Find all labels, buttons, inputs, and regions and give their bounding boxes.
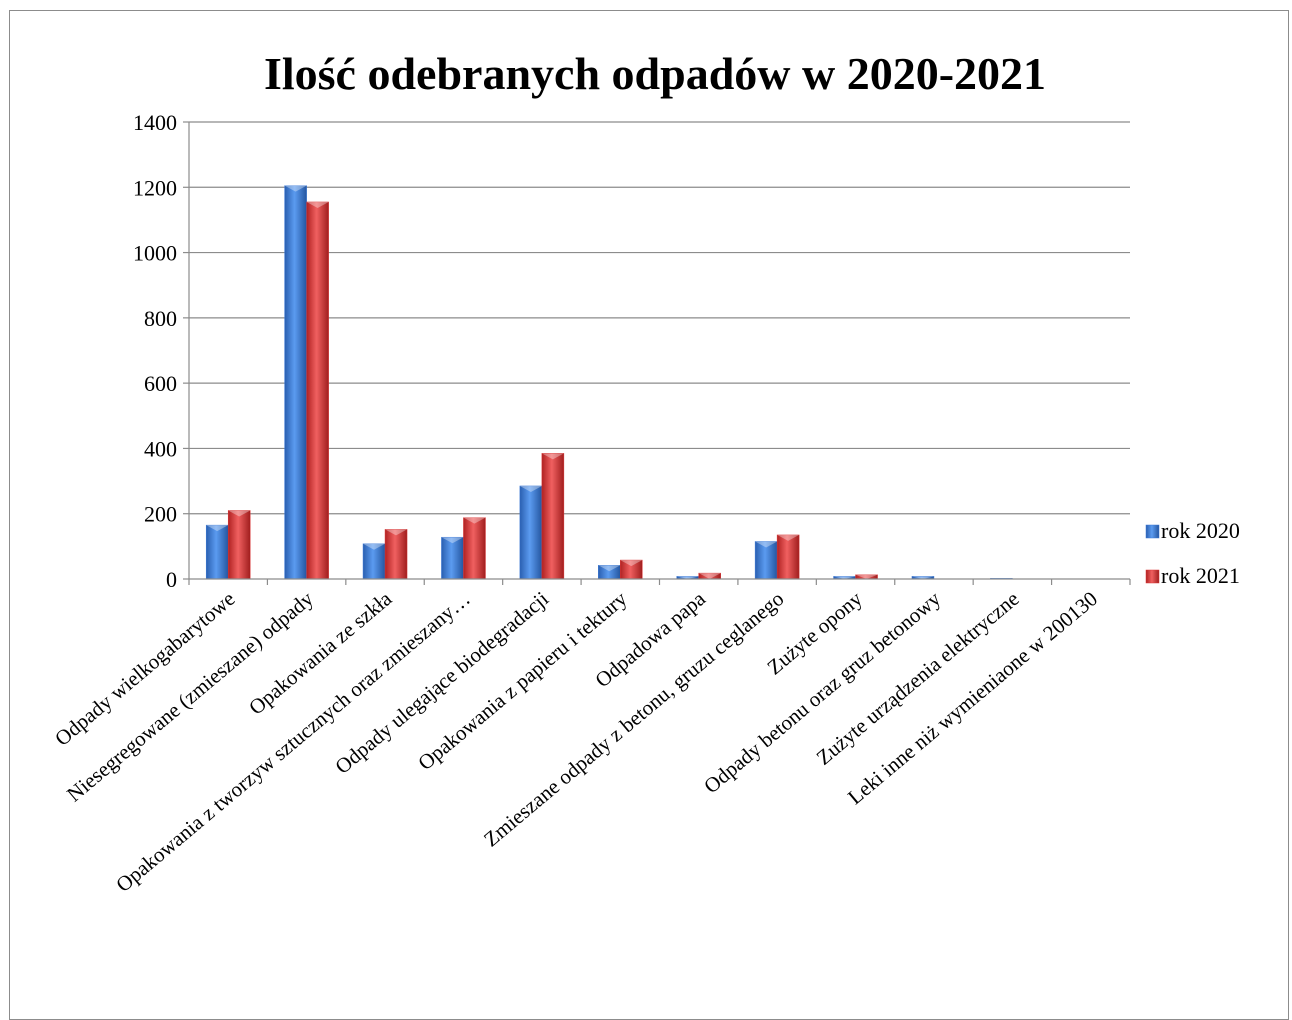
bar-highlight	[833, 576, 856, 579]
bar-highlight	[228, 510, 251, 517]
bar-2020	[519, 485, 543, 580]
legend-label: rok 2020	[1161, 518, 1240, 543]
bar-highlight	[676, 576, 699, 579]
bar-highlight	[463, 517, 486, 524]
bar-highlight	[385, 529, 408, 536]
bar-highlight	[441, 537, 464, 544]
bar-highlight	[363, 543, 386, 550]
y-tick-label: 600	[144, 371, 177, 396]
x-category-label: Opakowania z tworzyw sztucznych oraz zmi…	[111, 586, 474, 896]
axes	[188, 122, 1131, 585]
legend-swatch	[1145, 569, 1160, 584]
y-tick-label: 0	[166, 567, 177, 592]
bar-2020	[205, 524, 229, 580]
y-tick-label: 400	[144, 436, 177, 461]
bar-highlight	[541, 453, 564, 460]
bar-2021	[463, 517, 486, 580]
bar-highlight	[698, 573, 721, 579]
bar-highlight	[777, 534, 800, 541]
bar-highlight	[755, 541, 778, 548]
y-tick-label: 1000	[133, 241, 177, 266]
x-category-label: Opakowania ze szkła	[244, 586, 397, 720]
bar-highlight	[855, 574, 878, 579]
bar-highlight	[206, 525, 229, 532]
bar-2021	[776, 534, 800, 580]
bar-highlight	[598, 565, 621, 572]
bar-2021	[541, 453, 565, 580]
bar-highlight	[306, 201, 329, 208]
bar-highlight	[284, 185, 307, 192]
bar-highlight	[519, 485, 542, 492]
bar-2021	[306, 201, 329, 580]
y-tick-label: 200	[144, 502, 177, 527]
chart-title: Ilość odebranych odpadów w 2020-2021	[264, 48, 1046, 99]
bar-highlight	[911, 576, 934, 579]
bar-chart: Ilość odebranych odpadów w 2020-2021 0 20…	[50, 48, 1240, 897]
gridlines	[189, 121, 1130, 515]
y-tick-label: 1400	[133, 110, 177, 135]
bar-2020	[441, 536, 464, 580]
legend-label: rok 2021	[1161, 563, 1240, 588]
bar-2021	[227, 510, 251, 580]
bar-2020	[284, 185, 307, 580]
bars	[205, 185, 1013, 580]
bar-highlight	[620, 560, 643, 567]
legend-swatch	[1145, 524, 1160, 539]
y-axis-ticks: 0 200 400 600 800 1000 1200 1400	[133, 110, 189, 592]
y-tick-label: 800	[144, 306, 177, 331]
legend: rok 2020 rok 2021	[1145, 518, 1240, 588]
y-tick-label: 1200	[133, 175, 177, 200]
bar-2021	[384, 529, 408, 580]
chart-frame: Ilość odebranych odpadów w 2020-2021 0 20…	[9, 10, 1289, 1020]
